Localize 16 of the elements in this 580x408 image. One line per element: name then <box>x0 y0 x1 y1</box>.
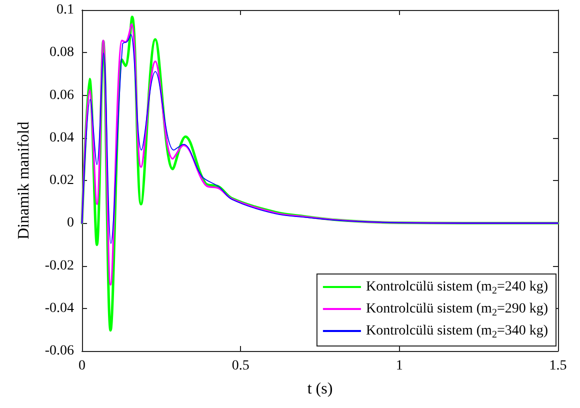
y-axis-title: Dinamik manifold <box>16 122 32 240</box>
x-tick-label: 1.5 <box>549 358 567 374</box>
y-tick-label: 0.02 <box>50 173 74 188</box>
x-tick-label: 0.5 <box>232 358 250 374</box>
y-tick-label: 0.1 <box>56 2 74 18</box>
y-tick-label: 0.08 <box>50 45 74 60</box>
x-tick-label: 1 <box>396 358 403 374</box>
y-tick-label: -0.02 <box>44 258 74 274</box>
x-tick-label: 0 <box>78 358 86 374</box>
y-tick-label: -0.04 <box>44 300 74 316</box>
line-series <box>82 34 558 244</box>
x-axis-title: t (s) <box>307 380 333 398</box>
y-tick-label: 0 <box>67 216 74 231</box>
y-tick-label: -0.06 <box>44 344 74 358</box>
y-tick-label: 0.06 <box>50 88 74 103</box>
y-tick-label: 0.04 <box>50 130 74 146</box>
